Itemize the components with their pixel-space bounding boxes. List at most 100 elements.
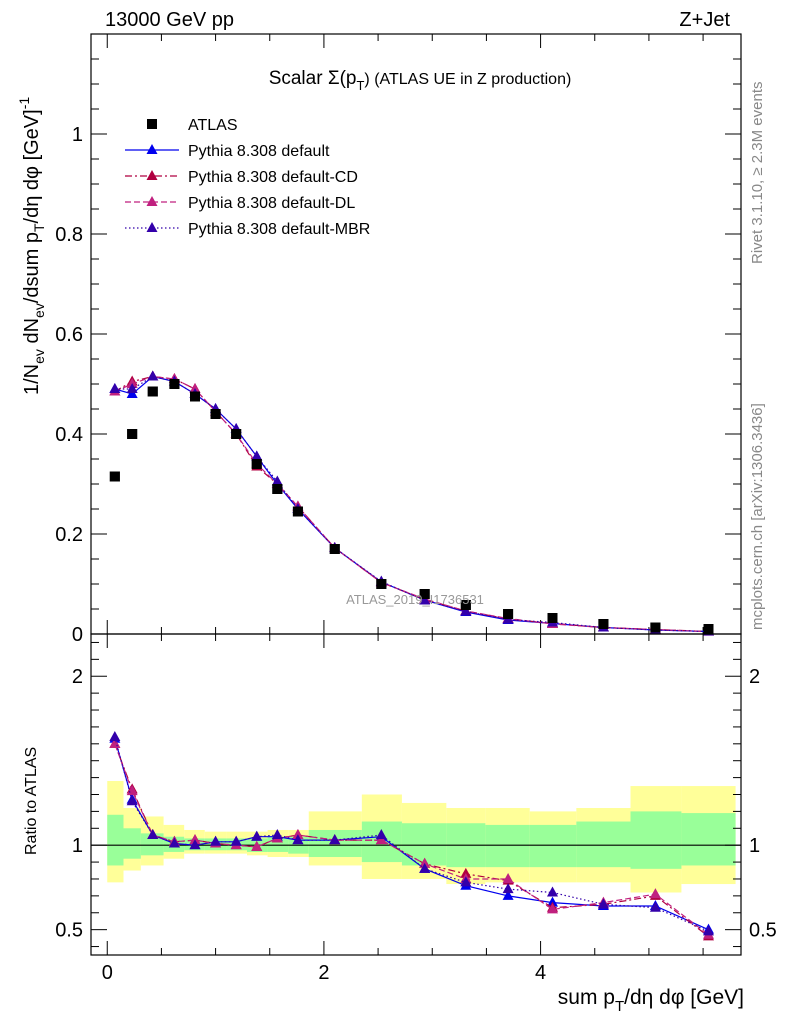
main-atlas-point	[547, 613, 558, 623]
ratio-data-point	[251, 840, 263, 851]
ratio-band-inner	[123, 828, 141, 859]
legend-marker	[146, 222, 158, 232]
ratio-data-point	[375, 834, 387, 845]
ratio-data-point	[703, 925, 714, 936]
legend: ATLAS Pythia 8.308 default Pythia 8.308 de…	[125, 117, 370, 238]
ratio-band-inner	[529, 824, 577, 868]
main-data-point	[251, 450, 263, 461]
main-atlas-point	[703, 624, 714, 634]
ratio-data-point	[189, 839, 201, 850]
legend-label: Pythia 8.308 default-CD	[188, 169, 358, 186]
ratio-data-point	[375, 829, 387, 840]
mcplots-side-label: mcplots.cern.ch [arXiv:1306.3436]	[749, 403, 766, 630]
ratio-y-axis-label: Ratio to ATLAS	[23, 747, 40, 855]
legend-entry: Pythia 8.308 default	[125, 143, 330, 160]
main-atlas-point	[503, 609, 514, 619]
main-y-axis-label: 1/Nev dNev/dsum pT/dη dφ [GeV]-1	[16, 97, 47, 395]
main-atlas-point	[419, 589, 430, 599]
main-atlas-point	[292, 506, 303, 517]
main-data-point	[271, 475, 283, 486]
main-y-tick-label: 0.8	[55, 224, 83, 246]
x-tick-label: 4	[535, 962, 546, 984]
ratio-data-point	[271, 829, 283, 840]
ratio-plot-area: 0.5 0.5 1 1 2 2 0 2 4	[55, 633, 777, 984]
main-data-point	[126, 383, 138, 393]
header-right-label: Z+Jet	[679, 9, 730, 31]
ratio-series-3	[109, 731, 714, 936]
main-atlas-point	[147, 386, 158, 397]
ratio-data-point	[502, 889, 514, 900]
main-atlas-point	[231, 429, 242, 439]
ratio-data-point	[109, 731, 121, 742]
legend-label: ATLAS	[188, 117, 238, 134]
ratio-y-tick-label: 1	[72, 835, 83, 857]
x-tick-label: 0	[102, 962, 113, 984]
main-panel: 0 0.2 0.4 0.6 0.8 1 ATLAS_2019_I1736531 Scala…	[16, 33, 742, 646]
ratio-data-point	[210, 835, 222, 846]
x-tick-label: 2	[318, 962, 329, 984]
ratio-data-point	[168, 837, 180, 848]
ratio-data-point	[419, 857, 431, 868]
ratio-band-inner	[401, 823, 447, 866]
main-y-tick-label: 0.6	[55, 324, 83, 346]
ratio-data-point	[597, 898, 609, 909]
ratio-panel: 0.5 0.5 1 1 2 2 0 2 4 Ratio to ATLAS sum pT/dη d…	[23, 633, 777, 1015]
ratio-y-tick-label-right: 2	[749, 666, 760, 688]
legend-entry: Pythia 8.308 default-CD	[125, 169, 358, 186]
rivet-side-label: Rivet 3.1.10, ≥ 2.3M events	[749, 82, 766, 265]
main-title-text: Scalar Σ(p	[269, 68, 357, 89]
ratio-band-inner	[630, 811, 682, 869]
ratio-data-point	[460, 876, 472, 887]
main-atlas-point	[376, 579, 387, 589]
ratio-frame	[90, 633, 742, 956]
main-atlas-point	[109, 471, 120, 482]
ratio-band-inner	[107, 814, 124, 866]
watermark: ATLAS_2019_I1736531	[346, 592, 484, 607]
main-data-point	[460, 605, 472, 616]
ratio-data-point	[251, 830, 263, 841]
ratio-data-point	[649, 888, 661, 899]
x-axis-label: sum pT/dη dφ [GeV]	[558, 986, 744, 1015]
main-title-subscript: T	[356, 78, 364, 93]
legend-label: Pythia 8.308 default-DL	[188, 195, 355, 212]
main-data-point	[147, 370, 159, 381]
ratio-data-point	[419, 862, 431, 873]
legend-marker	[146, 144, 158, 154]
ratio-y-tick-label: 2	[72, 666, 83, 688]
ratio-data-point	[649, 901, 661, 912]
main-plot-area: 0 0.2 0.4 0.6 0.8 1	[55, 33, 742, 646]
ratio-data-point	[292, 829, 304, 840]
main-y-tick-label: 1	[72, 124, 83, 146]
ratio-y-tick-label-right: 1	[749, 835, 760, 857]
main-data-points-top	[109, 379, 714, 634]
ratio-uncertainty-bands	[107, 780, 736, 893]
legend-marker	[146, 196, 158, 206]
main-title: Scalar Σ(pT) (ATLAS UE in Z production)	[269, 68, 572, 93]
main-y-tick-label: 0	[72, 624, 83, 646]
main-atlas-point	[329, 544, 340, 554]
main-data-point	[109, 383, 121, 393]
legend-label: Pythia 8.308 default-MBR	[188, 221, 370, 238]
ratio-data-point	[502, 872, 514, 883]
ratio-data-point	[547, 886, 558, 897]
main-atlas-point	[460, 600, 471, 610]
ratio-data-point	[547, 903, 558, 914]
main-atlas-point	[251, 459, 262, 469]
legend-marker	[147, 119, 157, 129]
main-atlas-point	[169, 379, 180, 389]
main-y-tick-label: 0.4	[55, 424, 83, 446]
ratio-y-tick-label-right: 0.5	[749, 920, 777, 942]
ratio-band-inner	[485, 824, 530, 868]
header-left-label: 13000 GeV pp	[105, 9, 234, 31]
ratio-data-point	[126, 795, 138, 806]
legend-entry: Pythia 8.308 default-MBR	[125, 221, 370, 238]
main-atlas-point	[210, 409, 221, 419]
main-y-tick-label: 0.2	[55, 524, 83, 546]
main-atlas-point	[190, 391, 200, 402]
ratio-data-point	[547, 896, 558, 907]
main-ticks: 0 0.2 0.4 0.6 0.8 1	[55, 33, 741, 646]
ratio-data-point	[329, 834, 341, 845]
ratio-band-inner	[576, 821, 631, 868]
ratio-band-inner	[681, 813, 736, 866]
